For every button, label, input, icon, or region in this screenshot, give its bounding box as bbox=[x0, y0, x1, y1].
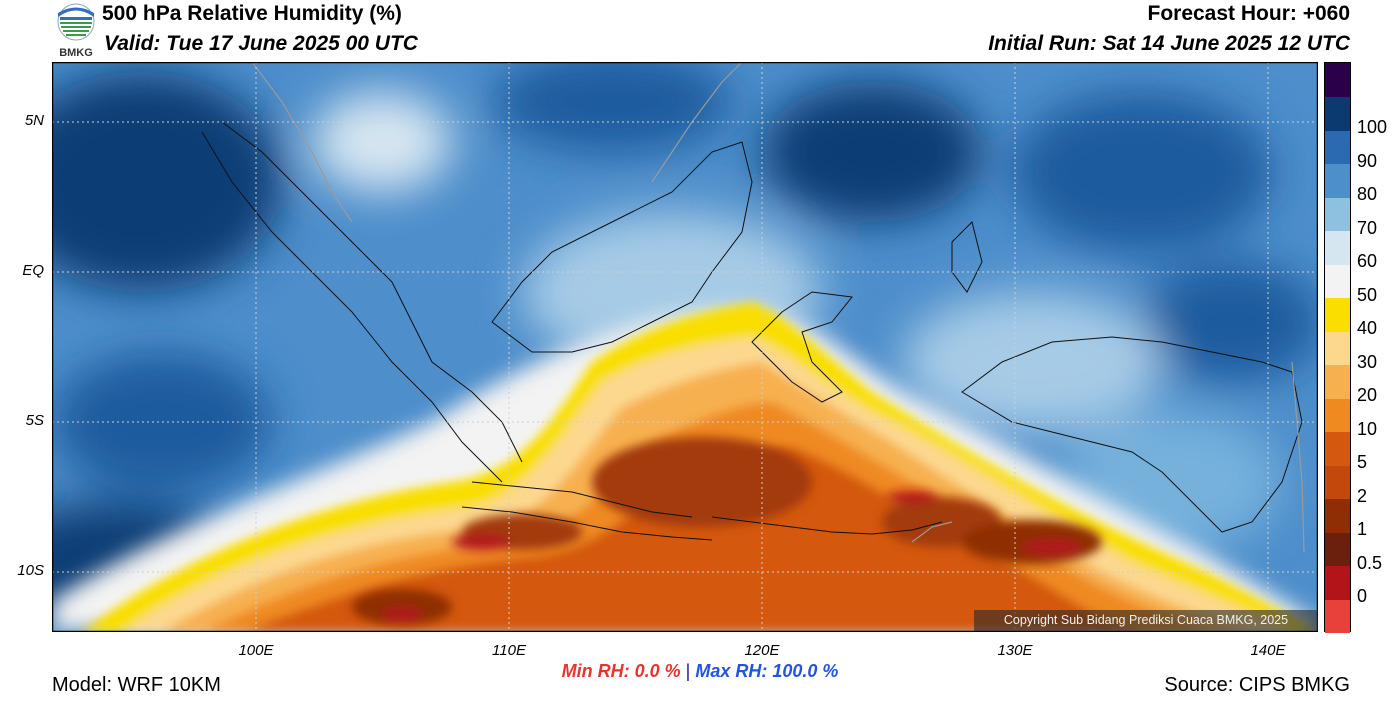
colorbar-label: 40 bbox=[1357, 318, 1378, 339]
colorbar-segment bbox=[1325, 230, 1350, 265]
lon-label: 130E bbox=[997, 642, 1033, 659]
java-coast-south bbox=[461, 506, 713, 541]
max-rh-label: Max RH: bbox=[695, 661, 768, 681]
lat-label: 5N bbox=[24, 112, 44, 129]
min-rh-label: Min RH: bbox=[561, 661, 630, 681]
colorbar-segment bbox=[1325, 197, 1350, 232]
country-borders bbox=[251, 62, 1305, 553]
sulawesi-coast bbox=[751, 291, 853, 403]
colorbar-segment bbox=[1325, 364, 1350, 399]
colorbar-label: 1 bbox=[1357, 519, 1368, 540]
halmahera-coast bbox=[951, 221, 983, 293]
initial-run: Initial Run: Sat 14 June 2025 12 UTC bbox=[988, 32, 1350, 55]
bmkg-logo: BMKG bbox=[52, 2, 100, 60]
max-rh-value: 100.0 % bbox=[772, 661, 839, 681]
colorbar-segment bbox=[1325, 163, 1350, 198]
humidity-map bbox=[52, 62, 1318, 632]
colorbar-segment bbox=[1325, 130, 1350, 165]
lat-label: 5S bbox=[25, 412, 44, 429]
min-rh-value: 0.0 % bbox=[634, 661, 681, 681]
humidity-field-brown bbox=[352, 437, 1102, 625]
lon-label: 140E bbox=[1250, 642, 1286, 659]
graticule bbox=[52, 62, 1318, 632]
colorbar bbox=[1324, 62, 1351, 634]
colorbar-label: 80 bbox=[1357, 184, 1378, 205]
colorbar-label: 2 bbox=[1357, 485, 1368, 506]
lon-label: 120E bbox=[744, 642, 780, 659]
colorbar-label: 20 bbox=[1357, 385, 1378, 406]
timor-border bbox=[911, 521, 953, 543]
colorbar-segment bbox=[1325, 96, 1350, 131]
map-title: 500 hPa Relative Humidity (%) bbox=[102, 2, 402, 25]
colorbar-label: 0 bbox=[1357, 586, 1368, 607]
colorbar-segment bbox=[1325, 532, 1350, 567]
colorbar-label: 70 bbox=[1357, 217, 1378, 238]
map-frame bbox=[52, 62, 1318, 632]
colorbar-segment bbox=[1325, 431, 1350, 466]
sabah-border bbox=[651, 62, 743, 183]
colorbar-segment bbox=[1325, 565, 1350, 600]
colorbar-segment bbox=[1325, 498, 1350, 533]
sumatra-coast-west bbox=[201, 131, 503, 483]
colorbar-segment bbox=[1325, 398, 1350, 433]
colorbar-label: 0.5 bbox=[1357, 552, 1383, 573]
papua-coast bbox=[961, 336, 1303, 533]
lat-label: 10S bbox=[17, 562, 44, 579]
colorbar-segment bbox=[1325, 599, 1350, 634]
colorbar-label: 10 bbox=[1357, 418, 1378, 439]
java-coast-north bbox=[471, 481, 693, 518]
colorbar-segment bbox=[1325, 297, 1350, 332]
min-max-summary: Min RH: 0.0 % | Max RH: 100.0 % bbox=[0, 661, 1400, 682]
colorbar-label: 5 bbox=[1357, 452, 1368, 473]
coastlines bbox=[201, 121, 1303, 541]
colorbar-label: 100 bbox=[1357, 117, 1388, 138]
model-name: Model: WRF 10KM bbox=[52, 674, 221, 696]
colorbar-segment bbox=[1325, 264, 1350, 299]
colorbar-label: 50 bbox=[1357, 284, 1378, 305]
sumatra-coast-east bbox=[221, 121, 523, 463]
lon-label: 110E bbox=[492, 642, 526, 659]
colorbar-segment bbox=[1325, 63, 1350, 98]
colorbar-segment bbox=[1325, 331, 1350, 366]
valid-time: Valid: Tue 17 June 2025 00 UTC bbox=[104, 32, 418, 55]
colorbar-segment bbox=[1325, 465, 1350, 500]
colorbar-label: 30 bbox=[1357, 351, 1378, 372]
png-border bbox=[1291, 361, 1305, 553]
min-max-separator: | bbox=[685, 661, 691, 681]
colorbar-label: 60 bbox=[1357, 251, 1378, 272]
copyright-notice: Copyright Sub Bidang Prediksi Cuaca BMKG… bbox=[974, 610, 1318, 631]
bmkg-logo-icon: BMKG bbox=[57, 3, 95, 59]
nusa-tenggara-coast bbox=[711, 516, 943, 535]
malaya-border bbox=[251, 62, 353, 223]
forecast-hour: Forecast Hour: +060 bbox=[1147, 2, 1351, 25]
lat-label: EQ bbox=[22, 262, 44, 279]
lon-label: 100E bbox=[238, 642, 274, 659]
colorbar-label: 90 bbox=[1357, 150, 1378, 171]
source-name: Source: CIPS BMKG bbox=[1164, 674, 1350, 696]
logo-text: BMKG bbox=[59, 47, 93, 59]
borneo-coast bbox=[491, 141, 753, 353]
